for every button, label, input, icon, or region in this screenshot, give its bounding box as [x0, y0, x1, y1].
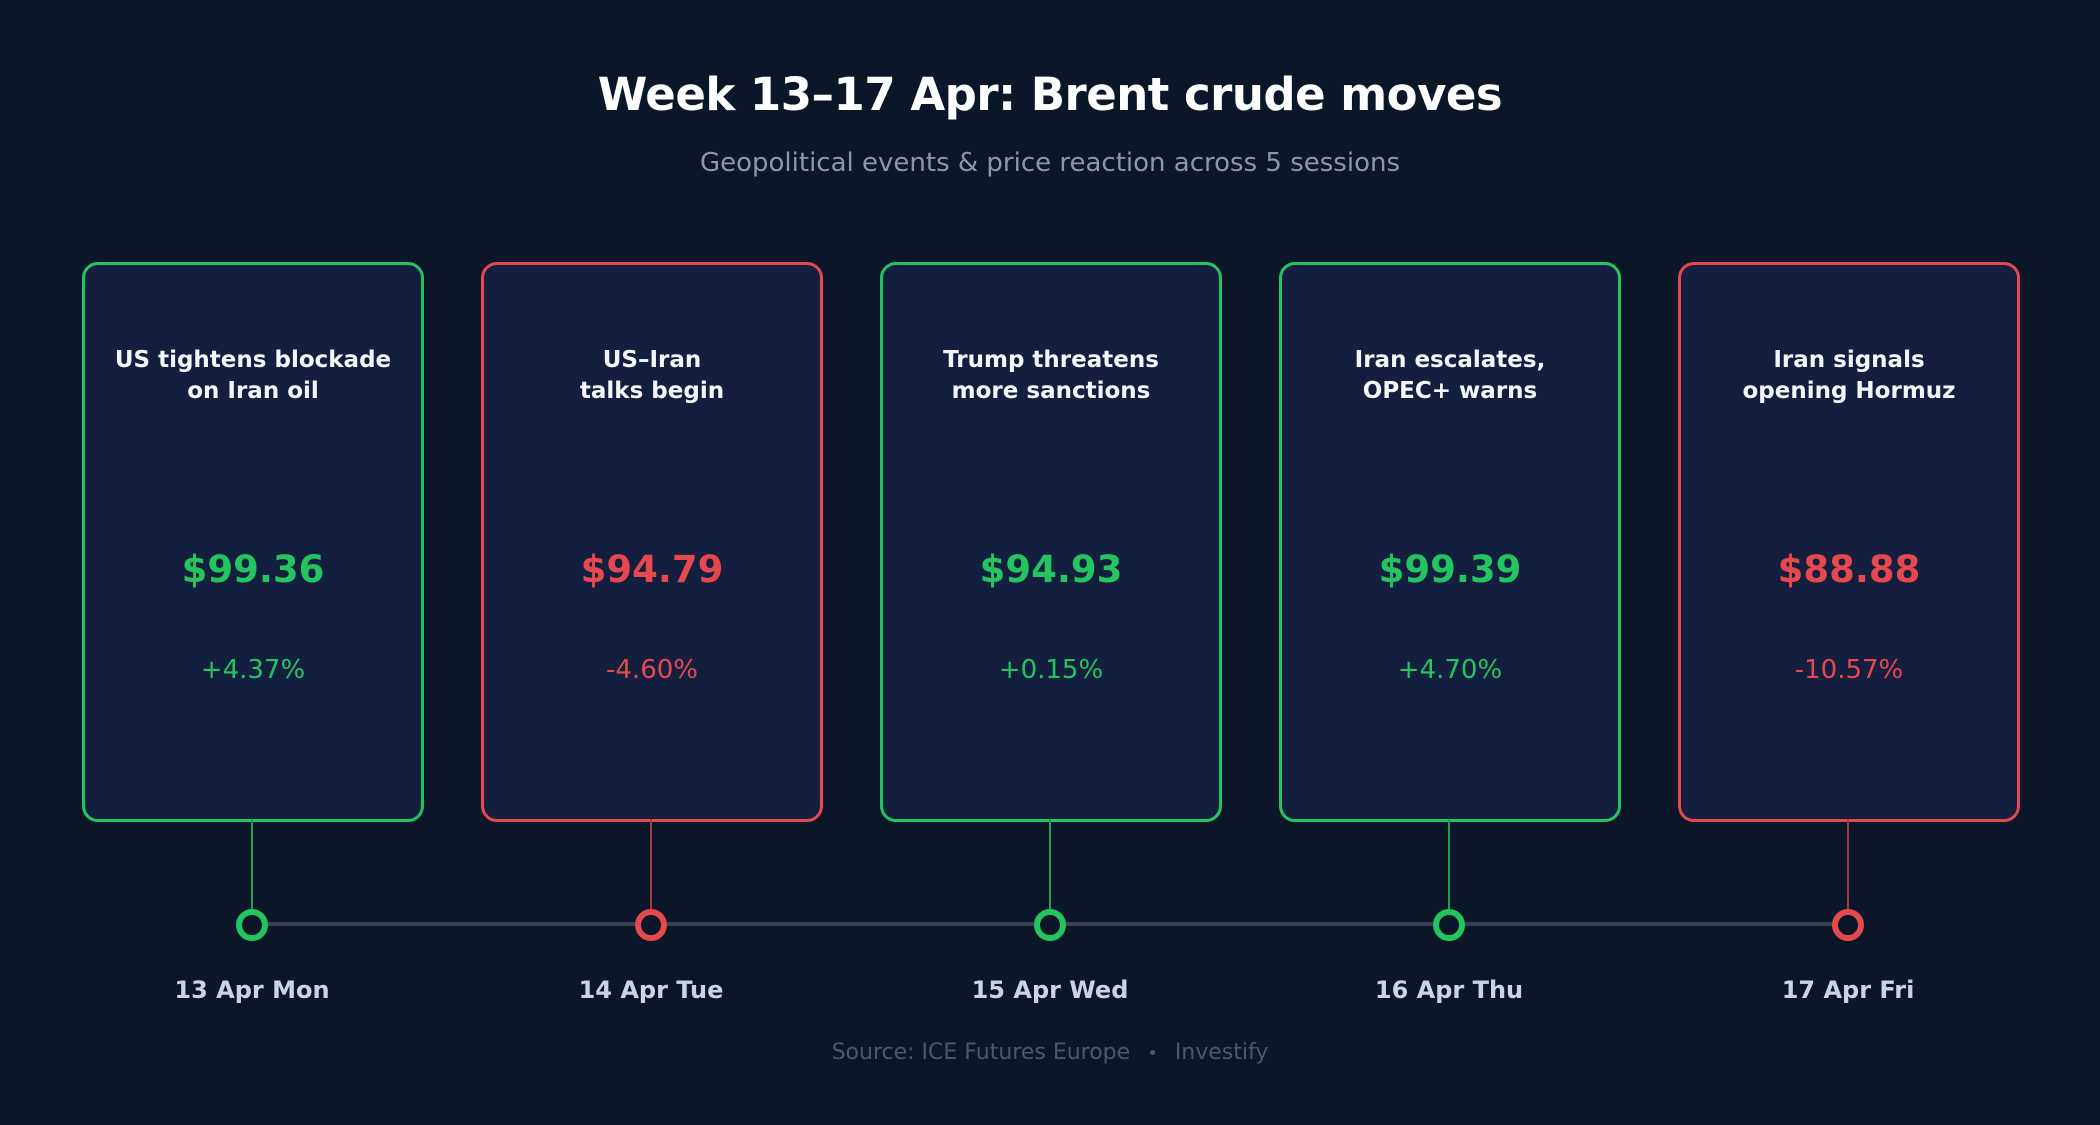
session-date: 16 Apr Thu — [1374, 976, 1524, 1004]
percent-change: -10.57% — [1794, 655, 1904, 685]
separator-dot: • — [1147, 1043, 1158, 1064]
source-footer: Source: ICE Futures Europe • Investify — [0, 1040, 2100, 1065]
percent-change: -4.60% — [606, 655, 698, 685]
event-card: Iran escalates, OPEC+ warns $99.39 +4.70… — [1279, 262, 1621, 822]
session-date: 13 Apr Mon — [174, 976, 330, 1004]
page-title: Week 13–17 Apr: Brent crude moves — [597, 68, 1503, 121]
connector-line — [251, 819, 253, 909]
event-headline: Iran signals opening Hormuz — [1742, 347, 1956, 404]
percent-change: +4.37% — [200, 655, 306, 685]
timeline-dot-icon — [635, 909, 667, 941]
event-headline: US tightens blockade on Iran oil — [114, 347, 392, 404]
event-card: US tightens blockade on Iran oil $99.36 … — [82, 262, 424, 822]
close-price: $99.39 — [1378, 548, 1522, 591]
close-price: $88.88 — [1777, 548, 1921, 591]
session-date: 14 Apr Tue — [578, 976, 724, 1004]
percent-change: +0.15% — [998, 655, 1104, 685]
timeline-dot-icon — [236, 909, 268, 941]
timeline-dot-icon — [1433, 909, 1465, 941]
event-headline: Trump threatens more sanctions — [943, 347, 1159, 404]
connector-line — [650, 819, 652, 909]
connector-line — [1049, 819, 1051, 909]
connector-line — [1847, 819, 1849, 909]
source-text: Source: ICE Futures Europe — [831, 1040, 1131, 1065]
timeline-dot-icon — [1832, 909, 1864, 941]
brand-text: Investify — [1174, 1040, 1269, 1065]
session-date: 17 Apr Fri — [1781, 976, 1915, 1004]
event-headline: Iran escalates, OPEC+ warns — [1354, 347, 1546, 404]
event-card: Iran signals opening Hormuz $88.88 -10.5… — [1678, 262, 2020, 822]
event-card: Trump threatens more sanctions $94.93 +0… — [880, 262, 1222, 822]
close-price: $99.36 — [181, 548, 325, 591]
timeline-dot-icon — [1034, 909, 1066, 941]
connector-line — [1448, 819, 1450, 909]
page-subtitle: Geopolitical events & price reaction acr… — [699, 148, 1401, 178]
session-date: 15 Apr Wed — [971, 976, 1129, 1004]
close-price: $94.79 — [580, 548, 724, 591]
event-headline: US–Iran talks begin — [579, 347, 725, 404]
percent-change: +4.70% — [1397, 655, 1503, 685]
event-card: US–Iran talks begin $94.79 -4.60% — [481, 262, 823, 822]
close-price: $94.93 — [979, 548, 1123, 591]
